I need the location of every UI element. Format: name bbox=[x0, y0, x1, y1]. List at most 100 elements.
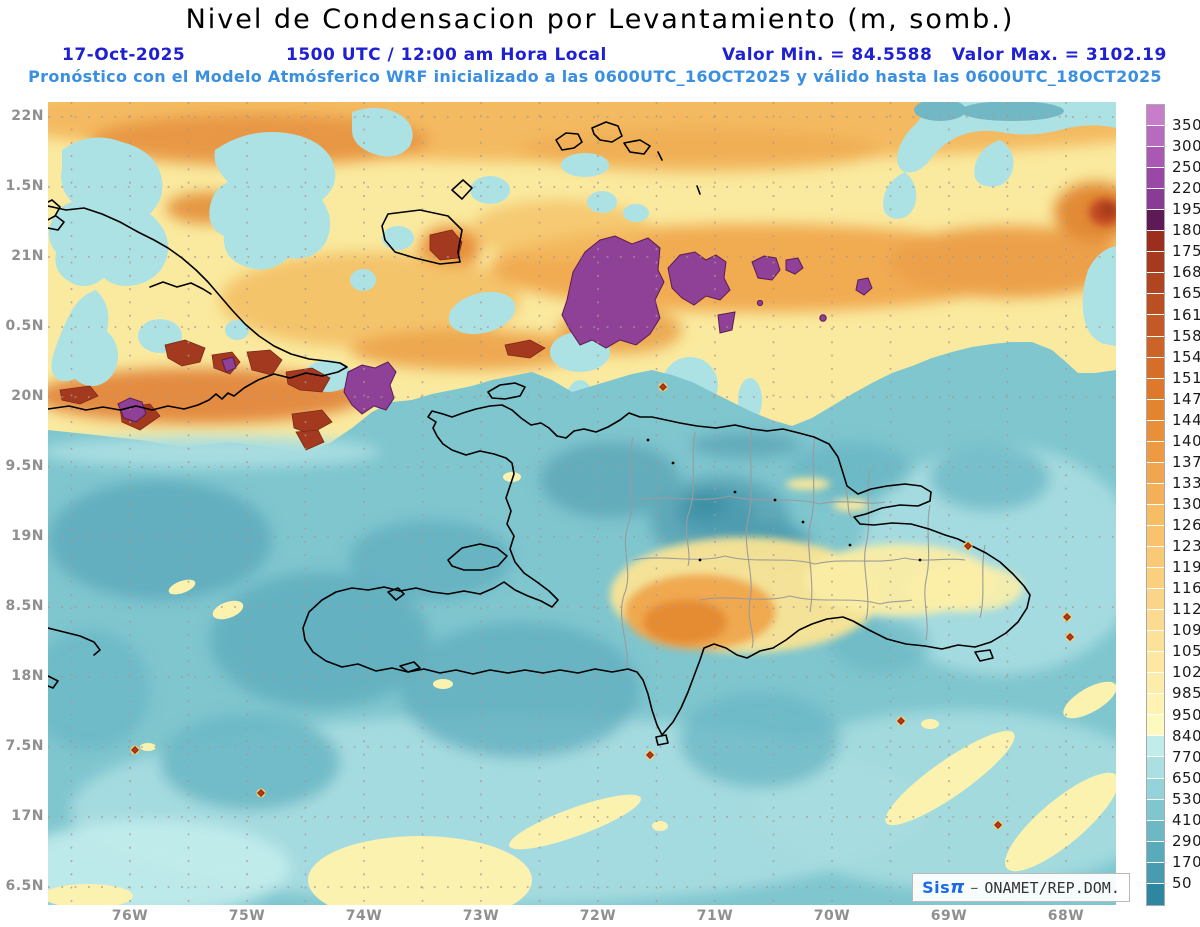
colorbar-tick-label: 1440 bbox=[1172, 410, 1200, 429]
colorbar-segment bbox=[1147, 483, 1164, 505]
lat-tick-label: 0.5N bbox=[5, 318, 44, 334]
colorbar-segment bbox=[1147, 126, 1164, 148]
caicos-islands-2 bbox=[591, 121, 623, 143]
colorbar-tick-label: 650 bbox=[1172, 768, 1200, 787]
station-dots bbox=[646, 438, 922, 562]
caicos-islands-3 bbox=[623, 139, 651, 155]
bahama-cays bbox=[48, 199, 61, 221]
colorbar-segment bbox=[1147, 147, 1164, 169]
watermark-separator: – bbox=[970, 878, 979, 897]
lon-tick-label: 68W bbox=[1047, 908, 1085, 924]
lon-tick-label: 73W bbox=[462, 908, 500, 924]
colorbar-segment bbox=[1147, 525, 1164, 547]
cuba-bays bbox=[149, 281, 212, 295]
little-inagua-island bbox=[451, 179, 473, 200]
colorbar-tick-label: 1195 bbox=[1172, 558, 1200, 577]
cuba-coastline bbox=[48, 205, 348, 411]
colorbar-tick-label: 50 bbox=[1172, 873, 1193, 892]
colorbar-tick-label: 1090 bbox=[1172, 621, 1200, 640]
colorbar-segment bbox=[1147, 273, 1164, 295]
colorbar-tick-label: 1580 bbox=[1172, 326, 1200, 345]
colorbar-segment bbox=[1147, 757, 1164, 779]
colorbar-segment bbox=[1147, 715, 1164, 737]
colorbar-tick-label: 2200 bbox=[1172, 179, 1200, 198]
lon-tick-label: 70W bbox=[813, 908, 851, 924]
ocean-shading bbox=[48, 432, 1116, 905]
lat-tick-label: 21N bbox=[11, 248, 44, 264]
colorbar-tick-label: 770 bbox=[1172, 747, 1200, 766]
colorbar-tick-label: 1545 bbox=[1172, 347, 1200, 366]
pi-symbol: π bbox=[950, 877, 965, 898]
colorbar-segment bbox=[1147, 673, 1164, 695]
valid-date: 17-Oct-2025 bbox=[62, 45, 186, 65]
colorbar-tick-label: 530 bbox=[1172, 789, 1200, 808]
ile-a-vache-island bbox=[399, 661, 421, 673]
colorbar-segment bbox=[1147, 294, 1164, 316]
colorbar-segment bbox=[1147, 231, 1164, 253]
colorbar-tick-label: 170 bbox=[1172, 852, 1200, 871]
colorbar-tick-label: 1615 bbox=[1172, 305, 1200, 324]
colorbar-tick-label: 985 bbox=[1172, 684, 1200, 703]
colorbar-segment bbox=[1147, 336, 1164, 358]
colorbar-tick-label: 1510 bbox=[1172, 368, 1200, 387]
watermark-org: ONAMET/REP.DOM. bbox=[984, 878, 1120, 897]
colorbar-tick-label: 1800 bbox=[1172, 221, 1200, 240]
colorbar-tick-label: 410 bbox=[1172, 810, 1200, 829]
colorbar-tick-label: 1750 bbox=[1172, 242, 1200, 261]
colorbar-segment bbox=[1147, 252, 1164, 274]
cyan-patches-north bbox=[48, 107, 762, 476]
lon-tick-label: 69W bbox=[930, 908, 968, 924]
colorbar-segment bbox=[1147, 862, 1164, 884]
colorbar-segment bbox=[1147, 399, 1164, 421]
colorbar-segment bbox=[1147, 652, 1164, 674]
beata-island bbox=[655, 734, 669, 746]
colorbar-segment bbox=[1147, 189, 1164, 211]
colorbar-tick-label: 1335 bbox=[1172, 473, 1200, 492]
lat-tick-label: 9.5N bbox=[5, 458, 44, 474]
lat-tick-label: 1.5N bbox=[5, 178, 44, 194]
colorbar-segment bbox=[1147, 883, 1164, 905]
tortue-island bbox=[487, 382, 526, 400]
lat-tick-label: 19N bbox=[11, 528, 44, 544]
cayemites-island bbox=[387, 587, 405, 601]
coastlines bbox=[48, 121, 1031, 746]
colorbar-tick-label: 1950 bbox=[1172, 200, 1200, 219]
lat-tick-label: 20N bbox=[11, 388, 44, 404]
colorbar-segment bbox=[1147, 778, 1164, 800]
colorbar-tick-label: 1370 bbox=[1172, 452, 1200, 471]
lon-tick-label: 74W bbox=[345, 908, 383, 924]
lat-tick-label: 17N bbox=[11, 808, 44, 824]
colorbar-segment bbox=[1147, 210, 1164, 232]
colorbar-segment bbox=[1147, 504, 1164, 526]
purple-maxima bbox=[117, 235, 873, 423]
colorbar-segment bbox=[1147, 378, 1164, 400]
colorbar-segment bbox=[1147, 546, 1164, 569]
lat-tick-label: 18N bbox=[11, 668, 44, 684]
colorbar-segment bbox=[1147, 420, 1164, 442]
colorbar-tick-label: 1300 bbox=[1172, 495, 1200, 513]
bahama-cays-2 bbox=[48, 215, 65, 231]
colorbar-segment bbox=[1147, 841, 1164, 863]
valid-time: 1500 UTC / 12:00 am Hora Local bbox=[286, 45, 607, 65]
jamaica-coast-fragment-2 bbox=[48, 675, 59, 689]
colorbar-tick-label: 290 bbox=[1172, 831, 1200, 850]
colorbar-tick-label: 1055 bbox=[1172, 642, 1200, 661]
saona-island bbox=[974, 649, 994, 662]
colorbar bbox=[1146, 104, 1165, 906]
island-warm-patch bbox=[610, 478, 1023, 653]
lon-tick-label: 72W bbox=[579, 908, 617, 924]
lat-tick-label: 6.5N bbox=[5, 878, 44, 894]
colorbar-tick-label: 1475 bbox=[1172, 389, 1200, 408]
great-inagua-island bbox=[381, 209, 463, 265]
colorbar-tick-label: 3000 bbox=[1172, 137, 1200, 156]
colorbar-tick-label: 1230 bbox=[1172, 537, 1200, 556]
watermark: Sis π – ONAMET/REP.DOM. bbox=[912, 873, 1130, 902]
colorbar-segment bbox=[1147, 820, 1164, 842]
turks-island bbox=[657, 151, 663, 161]
lon-tick-label: 71W bbox=[696, 908, 734, 924]
colorbar-segment bbox=[1147, 631, 1164, 653]
red-streak-east-edge bbox=[1089, 198, 1116, 226]
lat-tick-label: 7.5N bbox=[5, 738, 44, 754]
